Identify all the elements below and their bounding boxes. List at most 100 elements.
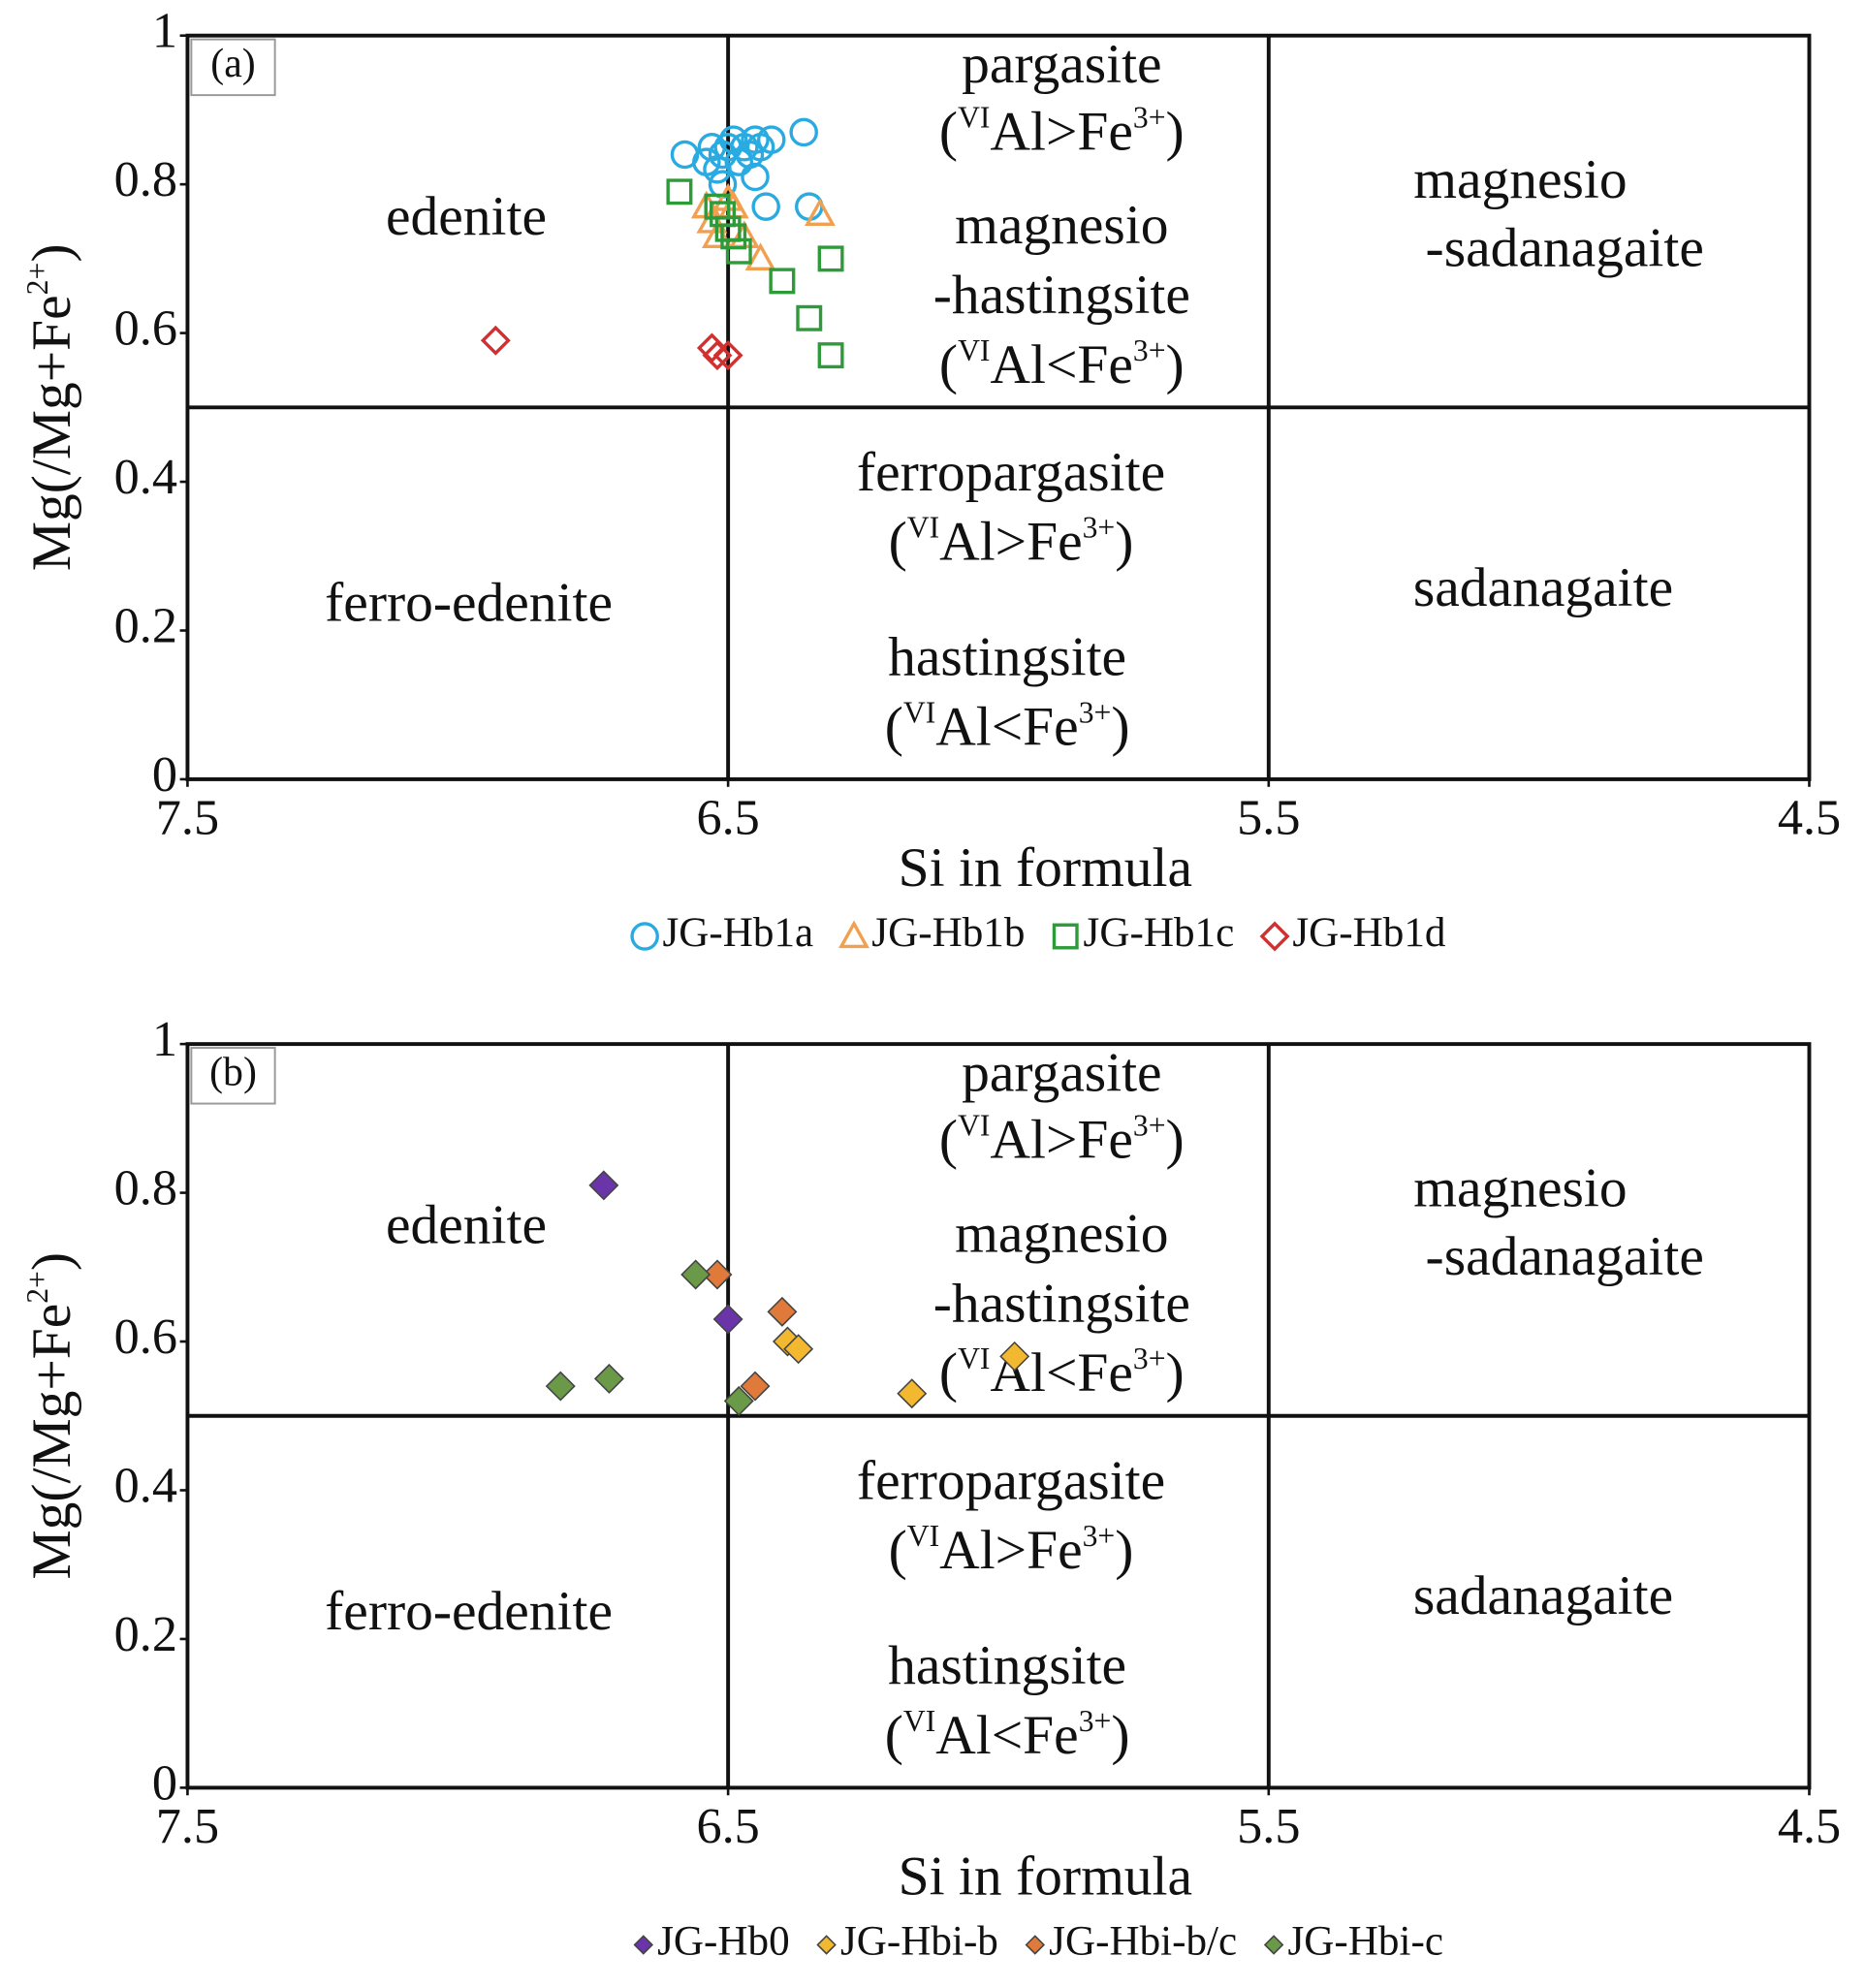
- y-tick-label: 0.4: [114, 1457, 177, 1513]
- text-part: (: [889, 512, 907, 573]
- text-part: ferropargasite: [857, 1450, 1165, 1511]
- field-label: pargasite: [962, 1043, 1162, 1104]
- data-point: [740, 1371, 771, 1402]
- superscript: 3+: [1133, 1341, 1166, 1375]
- field-label: hastingsite: [888, 1635, 1126, 1696]
- field-label: (VIAl>Fe3+): [939, 100, 1185, 163]
- y-axis-title: Mg(/Mg+Fe2+): [19, 244, 82, 572]
- y-tick-label: 0.6: [114, 300, 177, 357]
- field-label: (VIAl<Fe3+): [939, 332, 1185, 395]
- superscript: VI: [903, 695, 935, 729]
- legend: JG-Hb0 JG-Hbi-b JG-Hbi-b/c JG-Hbi-c: [633, 1918, 1443, 1964]
- field-label: edenite: [386, 1194, 547, 1255]
- text-part: ): [1166, 334, 1185, 395]
- data-point: [712, 1304, 743, 1335]
- superscript: 2+: [19, 263, 53, 296]
- data-point: [480, 325, 511, 356]
- superscript: VI: [958, 100, 990, 134]
- y-tick-label: 0: [152, 1754, 177, 1811]
- legend-label: JG-Hb1a: [662, 910, 813, 956]
- field-label: (VIAl>Fe3+): [889, 510, 1134, 573]
- y-axis-title: Mg(/Mg+Fe2+): [19, 1252, 82, 1580]
- data-point: [712, 340, 743, 371]
- text-part: Al<Fe: [935, 697, 1078, 758]
- scatter-panel: 7.5 6.5 5.5 4.5 0 0.2 0.4 0.6 0.8 1 Si in formula M…: [19, 1011, 1841, 1964]
- text-part: ): [1115, 1520, 1133, 1581]
- text-part: Mg(/Mg+Fe: [21, 1304, 82, 1580]
- legend-marker: [630, 922, 659, 951]
- data-point: [725, 237, 752, 265]
- field-label: hastingsite: [888, 627, 1126, 688]
- text-part: (: [939, 1110, 958, 1171]
- field-label: ferropargasite: [857, 1450, 1165, 1511]
- legend-label: JG-Hbi-b/c: [1049, 1918, 1237, 1964]
- text-part: ): [21, 244, 82, 263]
- data-point: [804, 198, 836, 227]
- y-tick-label: 0.2: [114, 598, 177, 654]
- superscript: VI: [958, 332, 990, 366]
- x-tick-label: 6.5: [696, 1798, 759, 1854]
- text-part: sadanagaite: [1413, 1565, 1673, 1626]
- data-point: [702, 340, 733, 371]
- data-point: [741, 162, 770, 192]
- text-part: magnesio: [955, 1204, 1168, 1265]
- field-label: -sadanagaite: [1426, 218, 1704, 279]
- field-label: edenite: [386, 186, 547, 247]
- data-point: [999, 1341, 1030, 1372]
- data-point: [751, 192, 780, 221]
- text-part: ferro-edenite: [325, 573, 613, 634]
- legend-label: JG-Hb1c: [1084, 910, 1235, 956]
- data-point: [680, 1259, 711, 1290]
- data-point: [702, 1259, 733, 1290]
- field-label: magnesio: [1413, 1158, 1627, 1219]
- superscript: VI: [907, 1519, 939, 1553]
- superscript: VI: [958, 1108, 990, 1142]
- y-tick-label: 0.8: [114, 1160, 177, 1216]
- text-part: hastingsite: [888, 627, 1126, 688]
- text-part: ferro-edenite: [325, 1581, 613, 1642]
- field-label: -hastingsite: [933, 1274, 1190, 1335]
- data-point: [545, 1371, 576, 1402]
- x-tick-label: 4.5: [1778, 1798, 1841, 1854]
- field-label: (VIAl<Fe3+): [939, 1341, 1185, 1404]
- text-part: Al<Fe: [990, 334, 1132, 395]
- data-point: [783, 1334, 814, 1365]
- text-part: ): [1166, 101, 1185, 162]
- legend: JG-Hb1a JG-Hb1b JG-Hb1c JG-Hb1d: [630, 910, 1446, 956]
- field-label: (VIAl>Fe3+): [939, 1108, 1185, 1171]
- field-label: (VIAl<Fe3+): [885, 695, 1130, 758]
- text-part: ): [1111, 697, 1129, 758]
- x-tick-label: 5.5: [1237, 789, 1300, 845]
- field-label: (VIAl>Fe3+): [889, 1519, 1134, 1582]
- text-part: (: [939, 101, 958, 162]
- text-part: Al>Fe: [990, 1110, 1132, 1171]
- data-point: [789, 117, 818, 147]
- field-label: ferro-edenite: [325, 573, 613, 634]
- y-tick-label: 0: [152, 746, 177, 803]
- data-point: [744, 242, 776, 271]
- text-part: ): [21, 1252, 82, 1271]
- superscript: 3+: [1079, 1704, 1112, 1738]
- data-point: [796, 304, 823, 331]
- data-point: [593, 1363, 624, 1394]
- x-tick-label: 5.5: [1237, 1798, 1300, 1854]
- superscript: 3+: [1133, 100, 1166, 134]
- data-point: [817, 342, 844, 369]
- legend-label: JG-Hb1b: [871, 910, 1025, 956]
- field-label: sadanagaite: [1413, 557, 1673, 618]
- text-part: -sadanagaite: [1426, 218, 1704, 279]
- field-label: -hastingsite: [933, 265, 1190, 326]
- field-label: magnesio: [955, 195, 1168, 256]
- data-point: [769, 268, 796, 295]
- text-part: edenite: [386, 186, 547, 247]
- text-part: Mg(/Mg+Fe: [21, 295, 82, 571]
- x-tick-label: 6.5: [696, 789, 759, 845]
- field-label: -sadanagaite: [1426, 1226, 1704, 1287]
- panel-label: (b): [209, 1050, 257, 1094]
- data-point: [723, 1385, 754, 1416]
- text-part: -sadanagaite: [1426, 1226, 1704, 1287]
- superscript: 3+: [1083, 510, 1116, 544]
- legend-marker: [633, 1935, 654, 1955]
